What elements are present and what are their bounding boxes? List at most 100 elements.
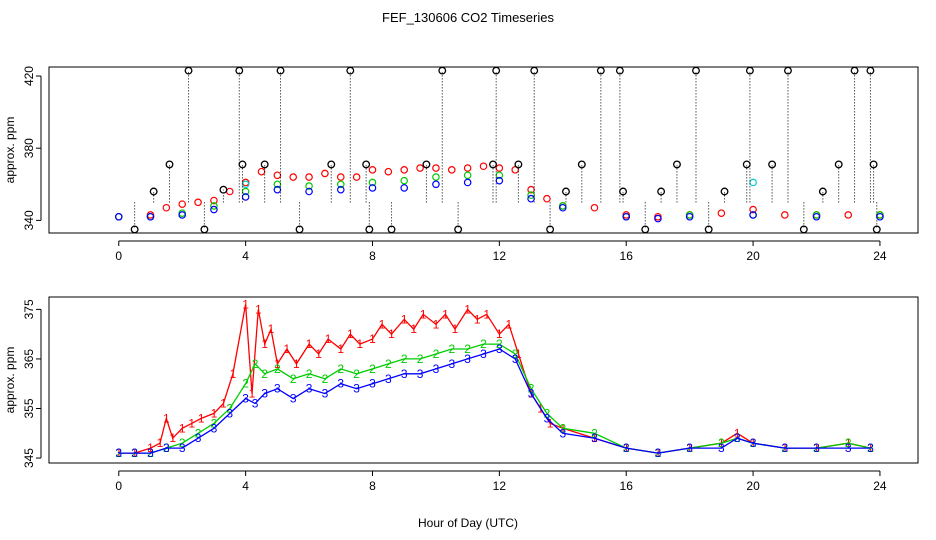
series-3-marker: 3	[401, 367, 408, 381]
spike-point	[784, 66, 792, 75]
series-3-point	[114, 212, 123, 221]
series-1-point	[289, 173, 298, 181]
series-1-marker: 1	[230, 367, 237, 381]
series-1-marker: 1	[147, 441, 154, 455]
series-3-point	[146, 212, 155, 221]
top-data-marks	[114, 66, 884, 234]
spike-point	[596, 66, 605, 75]
spike-point	[295, 225, 304, 234]
bottom-x-tick-label: 0	[115, 479, 122, 493]
series-1-marker: 1	[442, 307, 449, 321]
series-3-marker: 3	[813, 441, 820, 455]
series-3-marker: 3	[306, 382, 313, 396]
series-3-marker: 3	[163, 441, 170, 455]
series-2-marker: 2	[322, 372, 329, 386]
series-2-marker: 2	[448, 342, 455, 356]
series-2-marker: 2	[306, 367, 313, 381]
bottom-x-tick-label: 4	[242, 479, 249, 493]
series-2-marker: 2	[252, 357, 259, 371]
series-1-marker: 1	[420, 307, 427, 321]
bottom-y-tick-label: 365	[22, 349, 36, 369]
spike-point	[720, 187, 729, 196]
top-axes: 0 4 8 12 16 20 24 340 380 420	[22, 66, 887, 263]
series-1-marker: 1	[388, 327, 395, 341]
series-3-marker: 3	[512, 352, 519, 366]
series-1-marker: 1	[433, 317, 440, 331]
spike-point	[422, 160, 431, 169]
spike-point	[489, 160, 497, 169]
spike-point	[362, 160, 371, 169]
series-1-marker: 1	[496, 327, 503, 341]
series-3-point	[432, 180, 440, 189]
series-2-marker: 2	[290, 372, 297, 386]
series-3-marker: 3	[252, 397, 259, 411]
series-2-marker: 2	[464, 342, 471, 356]
series-2-marker: 2	[867, 441, 874, 455]
spike-point	[365, 225, 374, 234]
series-3-marker: 3	[147, 446, 154, 460]
spike-point	[673, 160, 681, 169]
series-1-marker: 1	[255, 302, 262, 316]
series-3-marker: 3	[559, 426, 566, 440]
series-1-point	[178, 200, 187, 208]
top-x-tick-label: 8	[369, 249, 376, 263]
series-1-marker: 1	[198, 411, 205, 425]
series-3-point	[336, 185, 345, 194]
series-1-point	[780, 211, 789, 219]
spike-point	[130, 225, 139, 234]
bottom-x-tick-label: 12	[493, 479, 507, 493]
series-1-marker: 1	[249, 387, 256, 401]
spike-point	[387, 225, 396, 234]
series-1-marker: 1	[734, 426, 741, 440]
series-2-marker: 2	[385, 357, 392, 371]
spike-point	[850, 66, 859, 75]
series-2-point	[368, 178, 377, 187]
series-1-marker: 1	[293, 357, 300, 371]
spike-point	[799, 225, 808, 234]
series-1-point	[590, 203, 599, 212]
series-3-point	[400, 184, 409, 192]
series-2-marker: 2	[274, 362, 281, 376]
plot-frame-top	[48, 66, 919, 234]
series-1-marker: 1	[483, 307, 490, 321]
series-2-marker: 2	[718, 436, 725, 450]
spike-point	[454, 225, 463, 234]
series-1-point	[463, 164, 472, 172]
series-1-point	[225, 187, 234, 196]
series-3-marker: 3	[686, 441, 693, 455]
spike-point	[546, 225, 555, 234]
series-1-marker: 1	[306, 337, 313, 351]
top-x-tick-label: 4	[242, 249, 249, 263]
series-1-marker: 1	[474, 312, 481, 326]
top-y-axis-label: approx. ppm	[3, 117, 17, 184]
series-1-point	[479, 162, 488, 171]
series-2-line	[118, 343, 871, 454]
spike-point	[866, 66, 875, 75]
spike-point	[692, 66, 700, 75]
panel-top: 0 4 8 12 16 20 24 340 380 420 approx. ppm	[3, 66, 919, 263]
spike-point	[834, 160, 843, 169]
spike-point	[704, 225, 713, 234]
series-3-marker: 3	[718, 441, 725, 455]
series-3-line	[118, 348, 871, 454]
series-2-marker: 2	[353, 367, 360, 381]
series-3-marker: 3	[417, 367, 424, 381]
series-2-marker: 2	[559, 421, 566, 435]
bottom-x-tick-label: 8	[369, 479, 376, 493]
spike-point	[514, 160, 523, 169]
spike-point	[657, 187, 666, 196]
series-1-point	[432, 164, 440, 172]
series-1-point	[162, 203, 171, 212]
series-3-marker: 3	[261, 387, 268, 401]
spike-point	[149, 187, 158, 196]
series-1-marker: 1	[337, 342, 344, 356]
series-3-point	[178, 211, 187, 219]
series-3-marker: 3	[290, 392, 297, 406]
series-1-point	[368, 166, 377, 174]
series-1-marker: 1	[452, 322, 459, 336]
spike-point	[438, 66, 447, 75]
series-1-marker: 1	[506, 317, 513, 331]
spike-point	[562, 187, 570, 196]
series-3-marker: 3	[655, 446, 662, 460]
